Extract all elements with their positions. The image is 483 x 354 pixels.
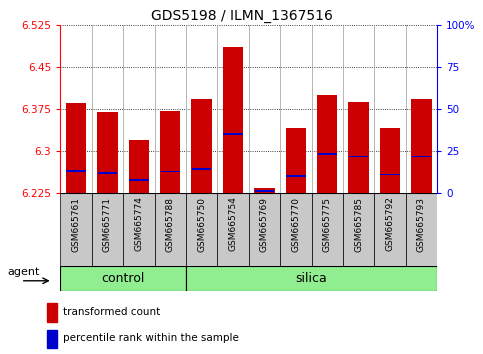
Bar (217, 193, 249, 266)
Bar (186, 193, 217, 266)
Text: GSM665775: GSM665775 (323, 196, 332, 252)
Text: GDS5198 / ILMN_1367516: GDS5198 / ILMN_1367516 (151, 9, 332, 23)
Bar (255, 190, 274, 192)
Text: GSM665770: GSM665770 (291, 196, 300, 252)
Bar (66, 103, 86, 193)
Bar (412, 156, 431, 157)
Text: GSM665774: GSM665774 (134, 196, 143, 251)
Bar (66, 170, 86, 172)
Text: silica: silica (296, 272, 327, 285)
Bar (223, 133, 243, 135)
Bar (317, 95, 338, 193)
Bar (380, 173, 400, 175)
Bar (317, 153, 337, 155)
Bar (155, 193, 186, 266)
Text: GSM665754: GSM665754 (228, 196, 238, 251)
Bar (60, 193, 92, 266)
Text: agent: agent (8, 267, 40, 277)
Text: GSM665769: GSM665769 (260, 196, 269, 252)
Bar (97, 112, 118, 193)
Bar (60, 266, 186, 291)
Bar (47, 303, 57, 322)
Bar (129, 179, 149, 181)
Text: control: control (101, 272, 145, 285)
Bar (191, 99, 212, 193)
Bar (374, 193, 406, 266)
Bar (47, 330, 57, 348)
Bar (280, 193, 312, 266)
Bar (160, 171, 180, 172)
Bar (380, 129, 400, 193)
Bar (128, 140, 149, 193)
Text: percentile rank within the sample: percentile rank within the sample (63, 333, 239, 343)
Text: GSM665750: GSM665750 (197, 196, 206, 252)
Text: GSM665761: GSM665761 (71, 196, 81, 252)
Bar (285, 129, 306, 193)
Text: GSM665793: GSM665793 (417, 196, 426, 252)
Bar (123, 193, 155, 266)
Bar (98, 172, 117, 174)
Bar (92, 193, 123, 266)
Text: GSM665788: GSM665788 (166, 196, 175, 252)
Bar (254, 188, 275, 193)
Bar (343, 193, 374, 266)
Bar (223, 47, 243, 193)
Bar (312, 193, 343, 266)
Text: GSM665771: GSM665771 (103, 196, 112, 252)
Bar (160, 110, 181, 193)
Text: transformed count: transformed count (63, 307, 160, 317)
Bar (406, 193, 437, 266)
Bar (286, 175, 306, 177)
Bar (348, 102, 369, 193)
Bar (349, 156, 369, 157)
Bar (186, 266, 437, 291)
Bar (411, 99, 432, 193)
Bar (192, 168, 212, 170)
Bar (249, 193, 280, 266)
Text: GSM665785: GSM665785 (354, 196, 363, 252)
Text: GSM665792: GSM665792 (385, 196, 395, 251)
